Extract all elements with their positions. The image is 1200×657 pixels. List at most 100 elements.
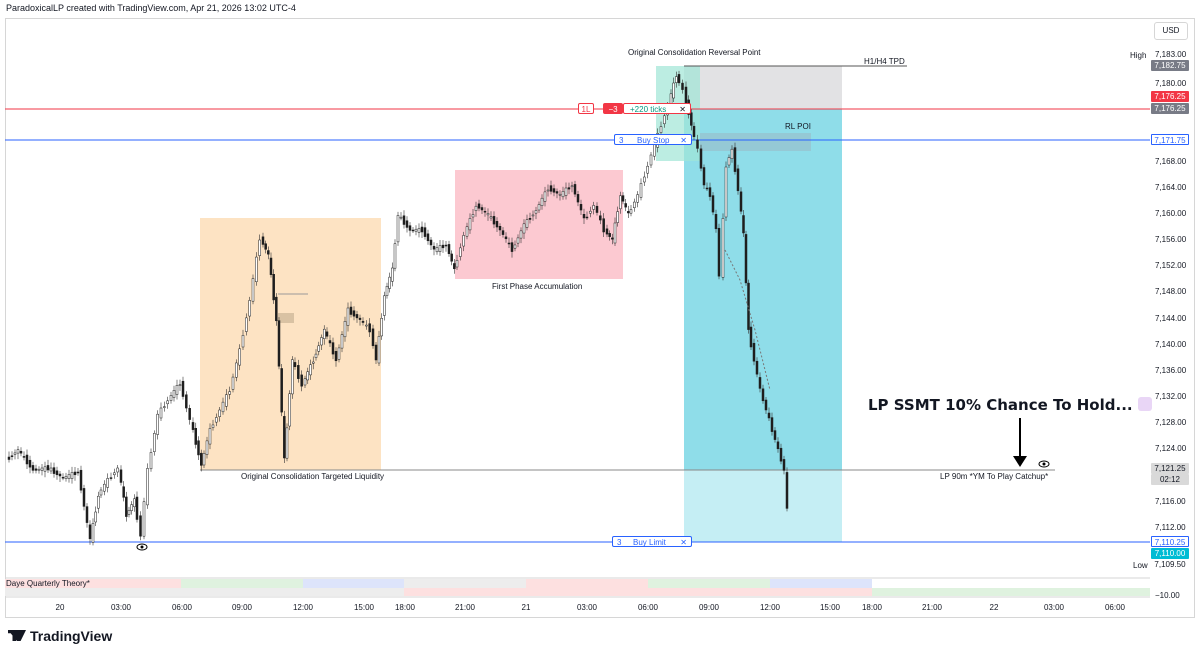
candle-body	[519, 230, 523, 239]
candle-body	[721, 218, 725, 278]
candle-body	[153, 433, 156, 452]
position-ticks[interactable]: +220 ticks ✕	[623, 103, 691, 114]
candle-body	[272, 274, 275, 301]
candle-body	[175, 385, 179, 395]
candle-body	[585, 216, 589, 219]
candle-body	[238, 348, 241, 366]
candle-body	[727, 157, 731, 166]
candle-body	[231, 376, 235, 390]
candle-body	[218, 409, 221, 417]
candle-body	[194, 428, 197, 445]
candle-body	[692, 125, 696, 137]
indicator-label[interactable]: Daye Quarterly Theory*	[6, 579, 90, 588]
buy-limit-order[interactable]: 3 Buy Limit ✕	[612, 536, 692, 547]
candle-body	[94, 511, 97, 523]
time-tick-label: 03:00	[1043, 603, 1065, 612]
candle-body	[225, 394, 228, 407]
candle-body	[636, 194, 639, 203]
candle-body	[736, 168, 740, 192]
candle-body	[70, 472, 74, 479]
time-tick-label: 06:00	[171, 603, 193, 612]
candle-body	[149, 452, 153, 470]
candle-body	[258, 239, 261, 256]
close-icon[interactable]: ✕	[679, 105, 686, 114]
candle-body	[742, 215, 745, 234]
candle-body	[558, 193, 562, 196]
candle-body	[361, 320, 365, 323]
rl-poi-label: RL POI	[785, 122, 811, 131]
buy-stop-order[interactable]: 3 Buy Stop ✕	[614, 134, 692, 145]
candle-body	[423, 227, 427, 237]
candle-body	[267, 250, 270, 255]
position-qty-icon[interactable]: 1L	[578, 103, 594, 114]
candle-body	[627, 211, 630, 214]
candle-body	[280, 368, 283, 413]
candle-body	[340, 334, 344, 349]
candle-body	[549, 185, 553, 192]
tv-logo-icon	[8, 630, 26, 641]
candle-body	[163, 406, 166, 408]
candle-body	[34, 468, 38, 471]
candle-body	[616, 211, 619, 223]
candle-body	[489, 216, 493, 219]
candle-body	[10, 455, 14, 457]
candle-body	[58, 473, 62, 477]
candle-body	[441, 244, 445, 249]
position-qty[interactable]: −3	[603, 103, 623, 114]
candle-body	[486, 213, 490, 216]
candle-body	[465, 226, 469, 237]
chart-header-text: ParadoxicalLP created with TradingView.c…	[6, 3, 296, 13]
light-teal-zone	[684, 470, 842, 542]
candle-body	[251, 278, 255, 302]
candle-body	[420, 226, 424, 233]
candle-body	[653, 143, 656, 157]
candle-body	[733, 147, 737, 172]
candle-body	[426, 233, 430, 242]
price-tick-label: 7,136.00	[1155, 366, 1187, 375]
candle-body	[543, 191, 547, 202]
candle-body	[396, 215, 400, 243]
candle-body	[312, 361, 315, 364]
close-icon[interactable]: ✕	[680, 538, 687, 547]
eye-icon	[1038, 460, 1050, 468]
candle-body	[202, 453, 206, 466]
candle-body	[501, 230, 505, 235]
candle-body	[113, 472, 116, 476]
candle-body	[513, 244, 517, 249]
candle-body	[22, 456, 26, 458]
candle-body	[228, 391, 231, 395]
candle-body	[708, 187, 712, 197]
candle-body	[764, 399, 768, 411]
candlestick-series	[7, 70, 789, 546]
price-tick-label: 7,132.00	[1155, 392, 1187, 401]
candle-body	[325, 331, 329, 337]
candle-body	[385, 286, 389, 296]
price-tick-label: 7,116.00	[1155, 497, 1186, 506]
chart-frame	[5, 18, 1195, 618]
candle-body	[277, 320, 281, 367]
candle-body	[391, 267, 394, 282]
currency-button[interactable]: USD	[1154, 22, 1188, 40]
candle-body	[166, 400, 169, 405]
close-icon[interactable]: ✕	[680, 136, 687, 145]
candle-body	[690, 112, 693, 126]
candle-body	[19, 450, 23, 454]
candle-body	[297, 365, 300, 379]
candle-body	[663, 115, 666, 125]
candle-body	[785, 472, 789, 509]
price-tick-label: 7,128.00	[1155, 418, 1187, 427]
time-tick-label: 03:00	[576, 603, 598, 612]
candle-body	[770, 417, 774, 432]
time-tick-label: 12:00	[292, 603, 314, 612]
candle-body	[755, 360, 759, 375]
last-close-tag: 7,110.00	[1151, 548, 1189, 559]
candle-body	[684, 86, 688, 104]
candle-body	[91, 523, 95, 543]
candle-body	[283, 416, 286, 459]
candle-body	[355, 314, 359, 319]
candle-body	[106, 478, 109, 488]
candle-body	[28, 459, 32, 468]
candle-body	[495, 221, 499, 228]
candle-body	[235, 362, 238, 378]
